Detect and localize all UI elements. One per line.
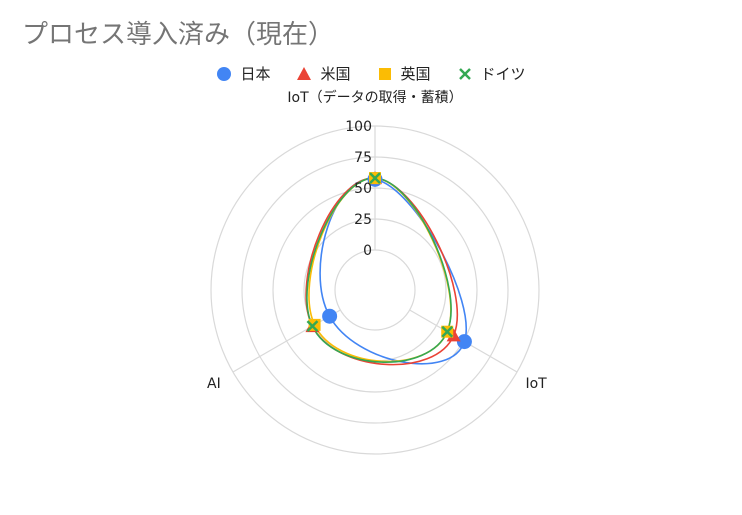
circle-marker-icon — [217, 66, 232, 81]
grid-ring-0 — [334, 249, 416, 331]
radar-labels: IoT（データの取得・蓄積） IoT AI 0 25 50 75 100 — [207, 89, 547, 392]
data-point-japan-2 — [322, 308, 338, 324]
series-line-germany — [306, 177, 452, 363]
series-markers — [305, 171, 472, 350]
legend-label-germany: ドイツ — [480, 65, 526, 83]
tick-label-50: 50 — [354, 181, 372, 197]
tick-label-0: 0 — [363, 243, 372, 259]
legend-label-usa: 米国 — [320, 65, 351, 83]
tick-label-25: 25 — [354, 212, 372, 228]
data-point-germany-1-b — [441, 325, 454, 338]
data-point-usa-1 — [446, 328, 461, 342]
chart-title: プロセス導入済み（現在） — [22, 20, 335, 50]
axis-label-iot-data: IoT（データの取得・蓄積） — [287, 89, 462, 106]
axis-spoke-2 — [232, 309, 341, 373]
data-point-japan-1 — [456, 334, 472, 350]
data-point-germany-1 — [441, 325, 454, 338]
legend-label-uk: 英国 — [400, 65, 431, 83]
data-point-germany-2 — [306, 320, 319, 333]
legend-label-japan: 日本 — [240, 65, 271, 83]
legend-item-uk[interactable]: 英国 — [377, 63, 431, 84]
tick-label-100: 100 — [345, 119, 372, 135]
data-point-germany-0-b — [369, 172, 381, 184]
legend: 日本 米国 英国 ドイツ — [0, 63, 742, 84]
triangle-marker-icon — [297, 66, 312, 80]
axis-label-ai: AI — [207, 376, 221, 392]
radar-grid — [210, 125, 540, 455]
series-line-uk — [308, 177, 452, 363]
legend-item-usa[interactable]: 米国 — [296, 63, 351, 84]
data-point-germany-2-b — [306, 320, 319, 333]
tick-label-75: 75 — [354, 150, 372, 166]
square-marker-icon — [378, 67, 391, 80]
axis-label-iot: IoT — [525, 376, 547, 392]
legend-item-germany[interactable]: ドイツ — [457, 63, 526, 84]
series-line-usa — [305, 177, 459, 366]
series-lines — [305, 177, 467, 366]
legend-item-japan[interactable]: 日本 — [216, 63, 270, 84]
series-layer — [305, 171, 472, 366]
data-point-germany-0 — [369, 172, 381, 184]
cross-marker-icon — [458, 67, 471, 80]
